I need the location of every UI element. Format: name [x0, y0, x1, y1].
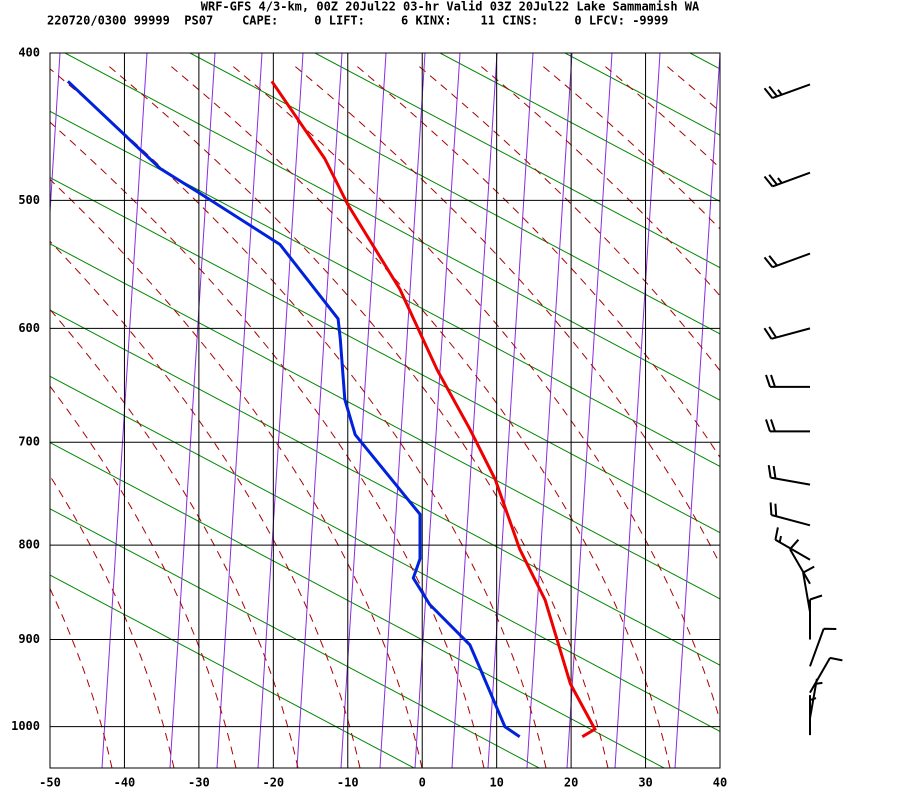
wind-barb — [765, 419, 810, 433]
wind-barb — [809, 594, 823, 640]
y-tick-label: 600 — [18, 321, 40, 335]
mixing-ratio-line — [487, 53, 534, 768]
mixing-ratio-line — [674, 53, 720, 768]
wind-barb — [802, 565, 815, 613]
moist-adiabat — [166, 62, 671, 768]
mixing-ratio-line — [566, 53, 613, 768]
dry-adiabat — [50, 508, 540, 768]
mixing-ratio-line — [169, 53, 216, 768]
dry-adiabat — [50, 176, 720, 534]
chart-title: WRF-GFS 4/3-km, 00Z 20Jul22 03-hr Valid … — [201, 0, 700, 14]
wind-barb — [789, 539, 811, 585]
profile-line — [66, 80, 521, 738]
moist-adiabat — [662, 62, 720, 113]
moist-adiabat — [476, 62, 720, 297]
y-tick-label: 900 — [18, 632, 40, 646]
moist-adiabat — [50, 178, 423, 768]
dry-adiabat — [50, 441, 665, 768]
wind-barb — [809, 656, 843, 694]
wind-barb — [767, 464, 811, 486]
mixing-ratio-line — [526, 53, 573, 768]
moist-adiabat — [228, 62, 720, 723]
wind-barb — [774, 527, 811, 561]
moist-adiabat — [50, 240, 361, 768]
dry-adiabat — [64, 53, 720, 401]
x-tick-label: 20 — [564, 776, 578, 790]
x-tick-label: 0 — [419, 776, 426, 790]
mixing-ratio-line — [451, 53, 498, 768]
dry-adiabat — [314, 53, 720, 269]
moist-adiabat — [50, 765, 51, 768]
mixing-ratio-line — [216, 53, 263, 768]
wind-barb — [769, 502, 811, 527]
moist-adiabat — [50, 475, 175, 768]
mixing-ratio-line — [50, 53, 61, 220]
dry-adiabat — [50, 574, 415, 768]
y-tick-label: 400 — [18, 46, 40, 60]
moist-adiabat — [290, 62, 720, 566]
wind-barb — [809, 627, 837, 667]
x-tick-label: -10 — [337, 776, 359, 790]
mixing-ratio-line — [340, 53, 387, 768]
moist-adiabat — [50, 385, 237, 768]
x-tick-label: -50 — [39, 776, 61, 790]
y-tick-label: 500 — [18, 193, 40, 207]
wind-barb — [763, 252, 811, 269]
moist-adiabat — [50, 587, 113, 768]
moist-adiabat — [50, 121, 485, 768]
wind-barb — [765, 374, 810, 388]
wind-barb — [763, 83, 811, 100]
chart-subtitle: 220720/0300 99999 PS07 CAPE: 0 LIFT: 6 K… — [47, 14, 668, 28]
dry-adiabat — [50, 110, 720, 467]
mixing-ratio-line — [296, 53, 343, 768]
dry-adiabat — [50, 309, 720, 666]
moist-adiabat — [50, 68, 547, 768]
x-tick-label: -30 — [188, 776, 210, 790]
wind-barb — [809, 695, 817, 736]
y-tick-label: 700 — [18, 435, 40, 449]
moist-adiabat — [414, 62, 720, 372]
profile-line — [270, 80, 597, 738]
x-tick-label: 10 — [489, 776, 503, 790]
moist-adiabat — [104, 62, 609, 768]
x-tick-label: 30 — [638, 776, 652, 790]
moist-adiabat — [352, 62, 720, 459]
y-tick-label: 1000 — [11, 719, 40, 733]
moist-adiabat — [50, 308, 299, 768]
dry-adiabat — [439, 53, 720, 202]
dry-adiabat — [689, 53, 720, 70]
y-tick-label: 800 — [18, 538, 40, 552]
mixing-ratio-line — [614, 53, 661, 768]
background-lines — [50, 53, 720, 768]
wind-barb — [763, 171, 811, 188]
mixing-ratio-line — [257, 53, 304, 768]
x-tick-label: -20 — [262, 776, 284, 790]
dry-adiabat — [50, 375, 720, 732]
wind-barb — [763, 326, 811, 340]
x-tick-label: 40 — [713, 776, 727, 790]
mixing-ratio-line — [379, 53, 426, 768]
x-tick-label: -40 — [114, 776, 136, 790]
dry-adiabat — [50, 243, 720, 600]
moist-adiabat — [538, 62, 720, 230]
